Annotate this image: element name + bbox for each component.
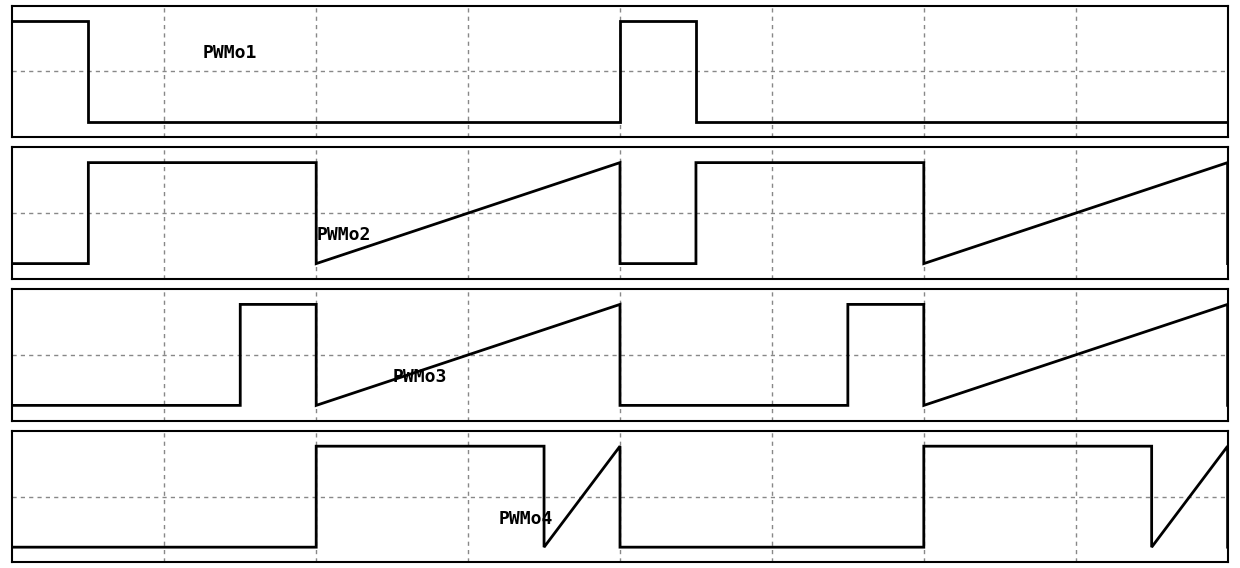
Text: PWMo1: PWMo1: [202, 44, 257, 62]
Text: PWMo3: PWMo3: [392, 368, 446, 386]
Text: PWMo4: PWMo4: [498, 510, 553, 528]
Text: PWMo2: PWMo2: [316, 226, 371, 244]
